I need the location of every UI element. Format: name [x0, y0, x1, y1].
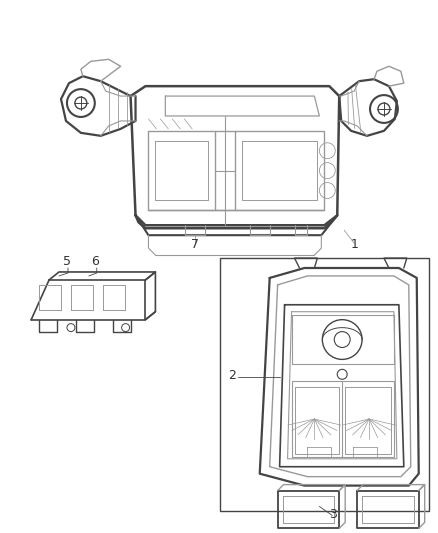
- Text: 5: 5: [63, 255, 71, 268]
- Text: 7: 7: [191, 238, 199, 251]
- Text: 1: 1: [350, 238, 358, 251]
- Bar: [220, 258, 429, 512]
- Text: 2: 2: [228, 369, 236, 382]
- Text: 3: 3: [329, 508, 337, 521]
- Text: 6: 6: [91, 255, 99, 268]
